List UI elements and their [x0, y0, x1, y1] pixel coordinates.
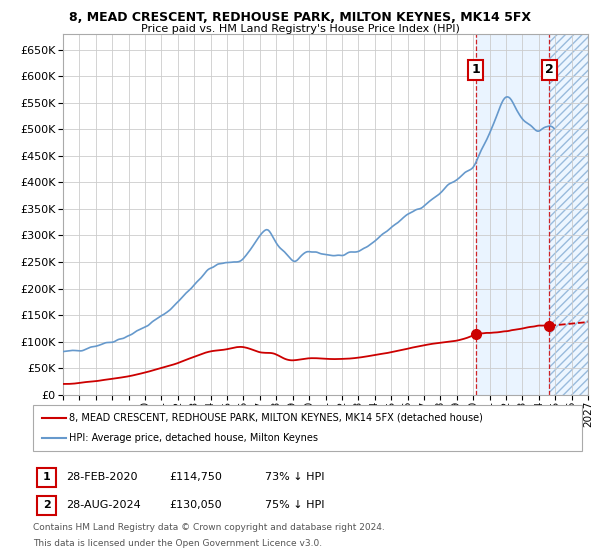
- Text: 28-FEB-2020: 28-FEB-2020: [66, 472, 137, 482]
- Bar: [476, 34, 550, 395]
- Text: 2: 2: [545, 63, 554, 76]
- Text: 1: 1: [471, 63, 480, 76]
- Text: £114,750: £114,750: [169, 472, 222, 482]
- Text: 73% ↓ HPI: 73% ↓ HPI: [265, 472, 325, 482]
- Bar: [550, 34, 588, 395]
- Text: 2: 2: [43, 500, 50, 510]
- Text: £130,050: £130,050: [169, 500, 222, 510]
- Text: 8, MEAD CRESCENT, REDHOUSE PARK, MILTON KEYNES, MK14 5FX: 8, MEAD CRESCENT, REDHOUSE PARK, MILTON …: [69, 11, 531, 24]
- Text: 1: 1: [43, 472, 50, 482]
- Text: Contains HM Land Registry data © Crown copyright and database right 2024.: Contains HM Land Registry data © Crown c…: [33, 523, 385, 532]
- Text: 8, MEAD CRESCENT, REDHOUSE PARK, MILTON KEYNES, MK14 5FX (detached house): 8, MEAD CRESCENT, REDHOUSE PARK, MILTON …: [69, 413, 483, 423]
- Bar: [550, 34, 588, 395]
- Text: 75% ↓ HPI: 75% ↓ HPI: [265, 500, 325, 510]
- Text: HPI: Average price, detached house, Milton Keynes: HPI: Average price, detached house, Milt…: [69, 433, 318, 443]
- Text: Price paid vs. HM Land Registry's House Price Index (HPI): Price paid vs. HM Land Registry's House …: [140, 24, 460, 34]
- Text: 28-AUG-2024: 28-AUG-2024: [66, 500, 141, 510]
- Text: This data is licensed under the Open Government Licence v3.0.: This data is licensed under the Open Gov…: [33, 539, 322, 548]
